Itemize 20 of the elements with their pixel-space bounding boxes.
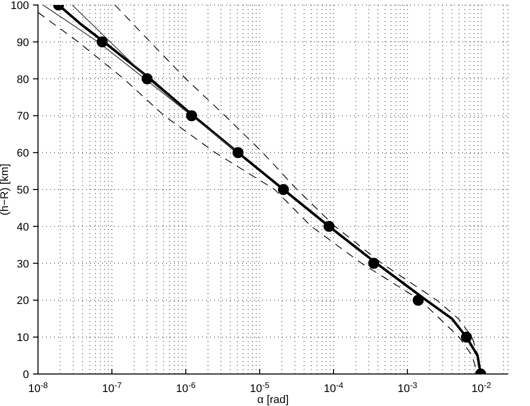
y-tick-label: 100 [10, 0, 29, 12]
y-tick-label: 20 [16, 295, 29, 308]
y-tick-label: 30 [16, 258, 29, 270]
y-axis-title: (h−R) [km] [0, 164, 11, 216]
x-tick-label: 10$^{-2}$ [471, 380, 492, 395]
y-tick-label: 70 [16, 110, 29, 123]
y-tick-label: 50 [16, 184, 29, 196]
x-tick-label: 10$^{-5}$ [250, 380, 270, 395]
x-tick-label: 10$^{-8}$ [28, 380, 48, 395]
y-tick-label: 10 [16, 332, 29, 344]
y-tick-label: 90 [16, 36, 29, 49]
x-tick-label: 10$^{-4}$ [324, 380, 344, 395]
y-tick-label: 80 [16, 74, 29, 86]
x-tick-label: 10$^{-3}$ [398, 380, 418, 395]
y-tick-label: 40 [16, 221, 29, 234]
x-tick-label: 10$^{-7}$ [102, 380, 122, 395]
y-tick-label: 0 [22, 369, 29, 381]
x-tick-label: 10$^{-6}$ [176, 380, 196, 395]
x-axis-title: α [rad] [257, 394, 289, 406]
y-tick-label: 60 [16, 148, 29, 160]
